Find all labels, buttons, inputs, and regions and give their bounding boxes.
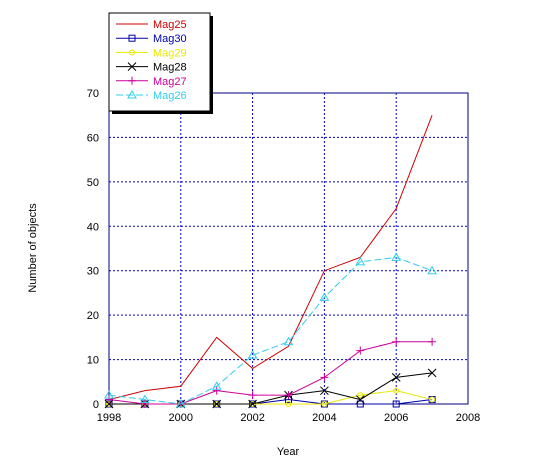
series-line [108,256,433,405]
legend-item-mag26: Mag26 [116,89,187,102]
grid-lines [108,92,469,405]
x-tick-label: 2008 [456,412,480,424]
y-tick-label: 20 [87,310,99,322]
series-mag30 [105,396,436,408]
y-tick-label: 60 [87,132,99,144]
legend-label: Mag27 [153,76,187,88]
data-point [104,390,114,399]
x-tick-label: 2002 [240,412,264,424]
y-axis-label: Number of objects [27,203,39,293]
y-tick-label: 10 [87,355,99,367]
data-point [248,391,257,400]
data-point [355,256,366,266]
data-point [427,265,437,275]
series-mag25 [108,115,433,401]
series-line [109,399,433,405]
series-mag26 [104,252,437,408]
data-point [175,398,186,408]
legend-label: Mag30 [153,33,187,45]
legend-label: Mag26 [153,90,187,102]
legend-item-mag25: Mag25 [116,19,187,31]
data-point [391,252,402,261]
data-point [356,400,364,408]
legend-item-mag30: Mag30 [116,33,187,45]
data-point [429,396,436,403]
data-point [428,337,437,346]
data-point [392,400,400,408]
data-point [104,399,114,409]
data-point [211,381,222,390]
x-tick-label: 2006 [384,412,408,424]
data-point [284,391,293,400]
legend-item-mag27: Mag27 [116,76,187,88]
data-point [355,395,365,404]
data-point [391,372,401,382]
data-point [247,350,258,359]
y-tick-label: 0 [93,399,99,411]
x-tick-label: 2004 [312,412,336,424]
data-point [212,386,221,395]
plot-area [108,92,469,405]
series-line [108,115,433,401]
series-line [109,372,433,405]
series-mag27 [105,337,437,408]
legend-label: Mag28 [153,62,187,74]
data-point [212,399,222,409]
legend-label: Mag25 [153,19,187,31]
legend-marker [128,76,136,85]
legend-marker [127,62,137,71]
legend-box [108,12,211,112]
data-point [140,394,150,404]
data-point [427,368,437,378]
legend-item-mag29: Mag29 [116,47,187,59]
data-point [283,336,294,346]
y-tick-label: 50 [87,177,99,189]
data-point [320,373,329,382]
legend-item-mag28: Mag28 [116,62,187,74]
x-axis-label: Year [277,446,300,458]
legend-marker [129,49,135,56]
y-tick-label: 30 [87,266,99,278]
legend-marker [128,34,136,42]
data-point [248,399,257,409]
legend-marker [127,89,137,99]
x-axis-ticks: 1998 2000 2002 2004 2006 2008 [97,412,480,424]
series-lines [104,115,437,409]
x-tick-label: 1998 [97,412,121,424]
data-point [357,392,364,399]
legend: Mag25 Mag30 Mag29 Mag28 Mag27 Mag26 [108,12,213,114]
y-tick-label: 70 [87,88,99,100]
data-point [320,386,329,396]
data-point [393,387,400,394]
data-point [105,395,113,404]
data-point [321,401,328,407]
data-point [140,400,149,408]
y-tick-label: 40 [87,221,99,233]
y-axis-ticks: 0 10 20 30 40 50 60 70 [87,88,99,411]
data-point [285,401,292,407]
data-point [392,337,401,346]
data-point [356,346,365,355]
data-point [319,292,330,301]
series-line [108,341,433,405]
x-tick-label: 2000 [169,412,193,424]
legend-label: Mag29 [153,47,187,59]
series-mag28 [104,368,437,409]
